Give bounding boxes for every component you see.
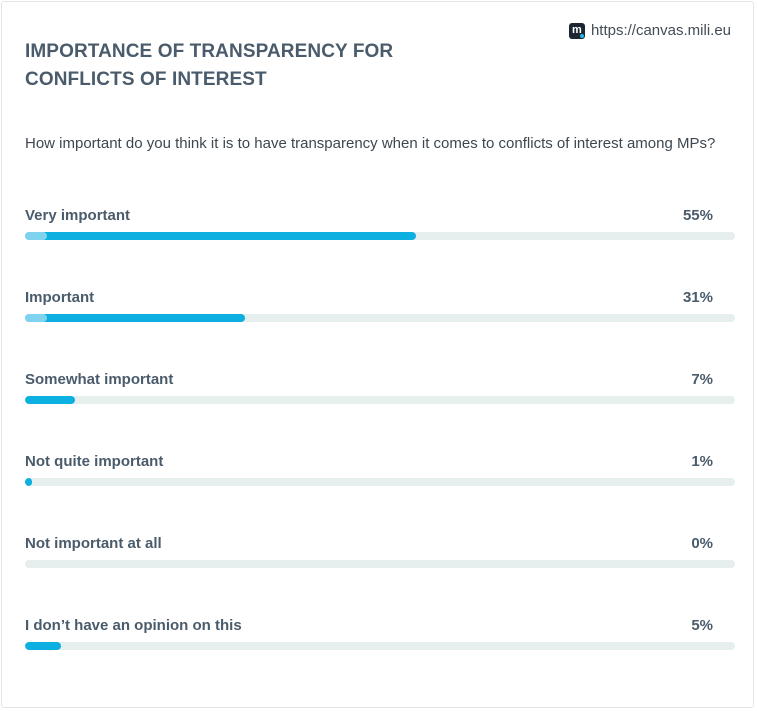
value-label: 7% — [691, 371, 713, 388]
bar — [25, 478, 33, 486]
value-label: 31% — [682, 289, 713, 306]
category-label: Somewhat important — [25, 371, 174, 388]
value-label: 0% — [691, 535, 713, 552]
value-label: 5% — [691, 617, 713, 634]
bar-highlight — [25, 232, 47, 240]
bar-highlight — [25, 314, 47, 322]
poll-question: How important do you think it is to have… — [25, 135, 716, 152]
bar-row: Not important at all 0% — [25, 535, 735, 575]
bar-track — [25, 396, 735, 404]
bar-row: Very important 55% — [25, 207, 735, 247]
bar-track — [25, 560, 735, 568]
category-label: Very important — [25, 207, 131, 224]
category-label: Not important at all — [25, 535, 162, 552]
bar — [25, 642, 61, 650]
value-label: 1% — [691, 453, 713, 470]
bar-track — [25, 232, 735, 240]
bar-track — [25, 478, 735, 486]
bar-row: Somewhat important 7% — [25, 371, 735, 411]
bar — [25, 314, 246, 322]
bar-row: I don’t have an opinion on this 5% — [25, 617, 735, 657]
category-label: Not quite important — [25, 453, 164, 470]
bar — [25, 396, 75, 404]
bar-track — [25, 314, 735, 322]
category-label: Important — [25, 289, 95, 306]
source-url[interactable]: https://canvas.mili.eu — [590, 22, 731, 39]
bar — [25, 232, 416, 240]
bar-row: Not quite important 1% — [25, 453, 735, 493]
bar-row: Important 31% — [25, 289, 735, 329]
chart-title: IMPORTANCE OF TRANSPARENCY FOR CONFLICTS… — [25, 41, 394, 90]
mili-logo-icon: m — [568, 22, 585, 39]
category-label: I don’t have an opinion on this — [25, 617, 242, 634]
source-link[interactable]: m https://canvas.mili.eu — [568, 22, 731, 39]
value-label: 55% — [682, 207, 713, 224]
bar-track — [25, 642, 735, 650]
